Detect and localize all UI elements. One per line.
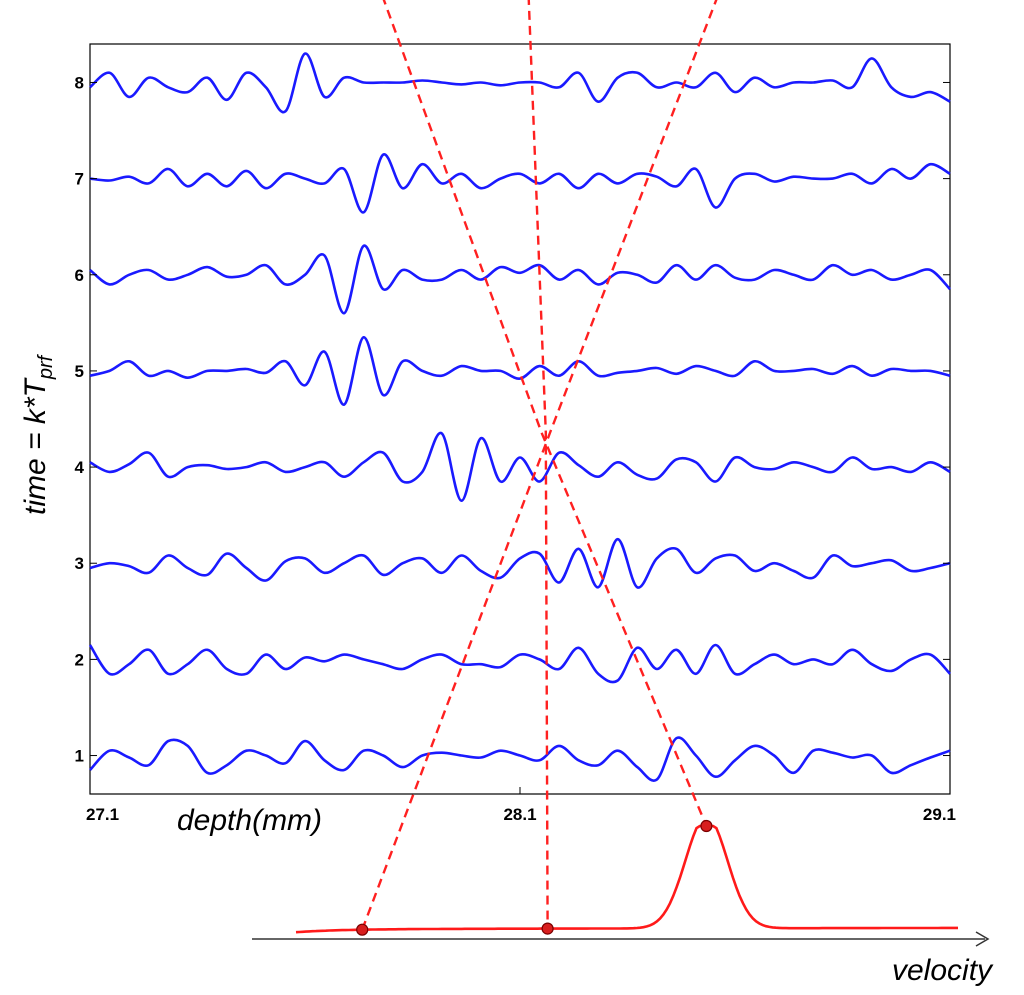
dashed-velocity-lines: [361, 0, 718, 931]
y-axis-label-subscript: prf: [35, 353, 57, 380]
velocity-spectrum-curve: [295, 824, 958, 934]
x-tick-label-29.1: 29.1: [923, 805, 956, 824]
y-tick-label-4: 4: [75, 458, 85, 477]
spectrum-marker-3: [700, 819, 713, 833]
velocity-axis-label: velocity: [892, 954, 994, 987]
waveform-traces: [88, 52, 951, 782]
y-tick-label-5: 5: [75, 362, 84, 381]
y-tick-label-7: 7: [75, 170, 84, 189]
x-tick-label-27.1: 27.1: [86, 805, 119, 824]
dashed-line-2: [527, 0, 549, 929]
x-axis-ticks: 27.1 28.1 29.1: [86, 787, 956, 824]
waveform-trace-k5: [89, 335, 951, 406]
spectrum-markers: [356, 819, 713, 936]
waveform-trace-k8: [89, 52, 951, 114]
waveform-trace-k6: [89, 244, 951, 315]
x-tick-label-28.1: 28.1: [503, 805, 536, 824]
y-tick-label-1: 1: [75, 747, 84, 766]
y-tick-label-8: 8: [75, 73, 84, 92]
y-axis-label: time = k*T: [19, 376, 52, 515]
waveform-trace-k2: [88, 643, 951, 684]
x-axis-label: depth(mm): [177, 804, 322, 837]
waveform-trace-k7: [89, 153, 951, 214]
y-tick-label-2: 2: [75, 650, 84, 669]
waveform-trace-k4: [89, 432, 951, 503]
spectrum-marker-2: [541, 922, 554, 935]
waveform-trace-k1: [89, 736, 951, 782]
y-tick-label-3: 3: [75, 554, 84, 573]
velocity-axis-arrowhead: [975, 931, 990, 947]
waveform-trace-k3: [89, 537, 951, 589]
spectrum-marker-1: [356, 923, 369, 936]
svg-text:time = k*Tprf: time = k*Tprf: [19, 353, 57, 515]
dashed-line-1: [382, 0, 708, 827]
y-tick-label-6: 6: [75, 266, 84, 285]
dashed-line-3: [361, 0, 718, 931]
y-axis-label-group: time = k*Tprf: [19, 353, 57, 515]
y-axis-ticks: 1 2 3 4 5 6 7 8: [75, 73, 950, 766]
